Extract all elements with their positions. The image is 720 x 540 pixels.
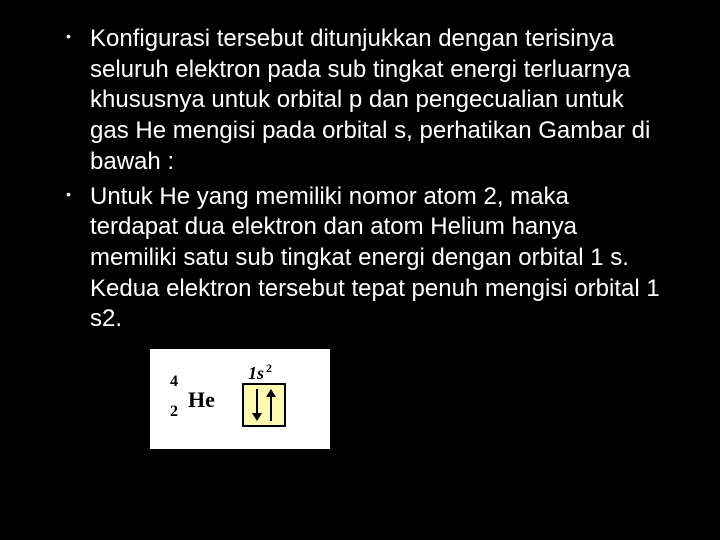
spin-down-arrow-icon [252, 389, 262, 421]
element-symbol: He [188, 387, 215, 413]
orbital-sup: 2 [266, 361, 272, 375]
mass-number: 4 [170, 373, 178, 391]
atomic-number: 2 [170, 403, 178, 421]
bullet-text-1: Konfigurasi tersebut ditunjukkan dengan … [90, 25, 650, 175]
bullet-item: Konfigurasi tersebut ditunjukkan dengan … [90, 24, 660, 178]
orbital-base: 1s [248, 363, 264, 383]
slide-container: Konfigurasi tersebut ditunjukkan dengan … [0, 0, 720, 540]
orbital-box [242, 383, 286, 427]
bullet-list: Konfigurasi tersebut ditunjukkan dengan … [90, 24, 660, 335]
bullet-text-2: Untuk He yang memiliki nomor atom 2, mak… [90, 183, 660, 333]
bullet-item: Untuk He yang memiliki nomor atom 2, mak… [90, 182, 660, 336]
spin-up-arrow-icon [266, 389, 276, 421]
orbital-label: 1s2 [248, 361, 272, 384]
diagram-inner: 4 2 He 1s2 [160, 359, 320, 439]
orbital-diagram: 4 2 He 1s2 [150, 349, 330, 449]
